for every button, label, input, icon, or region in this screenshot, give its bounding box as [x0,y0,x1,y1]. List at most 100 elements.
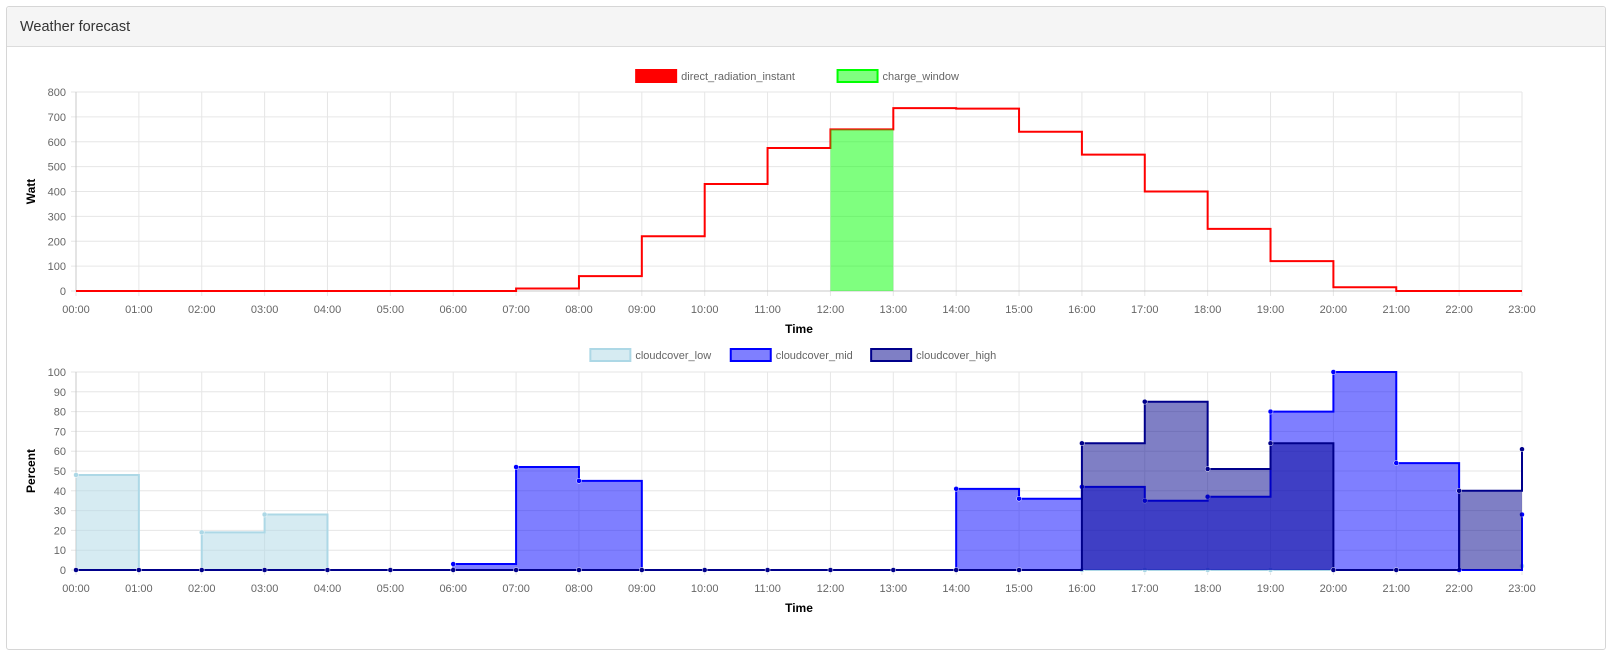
series-area [76,401,1522,570]
series-line [76,107,1522,292]
series-area [76,108,1522,291]
x-tick-label: 23:00 [1508,304,1536,316]
data-point [1393,567,1400,573]
data-point [450,567,456,573]
x-tick-label: 10:00 [691,304,719,316]
data-point [701,567,708,573]
x-tick-label: 03:00 [251,583,279,595]
x-tick-label: 21:00 [1382,583,1410,595]
data-point [1079,440,1085,447]
data-point [513,567,519,573]
series-cloudcover_high [73,398,1525,573]
x-tick-label: 18:00 [1194,304,1222,316]
legend-swatch [870,348,913,362]
x-tick-label: 22:00 [1445,583,1473,595]
y-tick-label: 90 [54,387,66,399]
data-point [324,567,331,573]
y-tick-label: 70 [54,426,66,438]
x-tick-label: 06:00 [439,304,467,316]
x-tick-label: 20:00 [1320,583,1348,595]
series-area [76,129,1522,291]
data-point [1267,440,1274,447]
x-tick-label: 09:00 [628,583,656,595]
data-point [198,567,205,573]
x-tick-label: 13:00 [880,304,908,316]
data-point [764,567,771,573]
legend-swatch [635,69,678,83]
x-tick-label: 04:00 [314,304,342,316]
data-point [261,511,268,518]
x-tick-label: 15:00 [1005,304,1033,316]
y-tick-label: 600 [48,137,66,149]
data-point [450,561,456,567]
data-point [1267,408,1274,415]
y-tick-label: 80 [54,407,66,419]
series-area [76,474,1522,570]
y-tick-label: 100 [48,261,66,273]
x-axis-title: Time [785,322,813,336]
x-tick-label: 18:00 [1194,583,1222,595]
y-tick-label: 0 [60,565,66,577]
x-tick-label: 03:00 [251,304,279,316]
legend: cloudcover_low cloudcover_mid cloudcover_h… [589,348,996,362]
data-point [576,567,582,573]
legend-label: direct_radiation_instant [681,71,795,83]
data-point [1016,567,1022,573]
x-tick-label: 11:00 [754,583,781,595]
data-point [827,567,834,573]
x-tick-label: 07:00 [502,304,530,316]
panel-heading: Weather forecast [7,7,1605,47]
legend-item-cloudcover_high: cloudcover_high [870,348,996,362]
data-point [576,478,582,484]
x-tick-label: 17:00 [1131,583,1159,595]
x-tick-label: 17:00 [1131,304,1159,316]
y-tick-label: 60 [54,446,66,458]
y-tick-label: 30 [54,506,66,518]
legend-item-cloudcover_mid: cloudcover_mid [729,348,853,362]
grid-lines [71,91,1523,296]
cloudcover-chart: 0 10 20 30 40 50 60 70 80 90 100 00:00 01:00 02:00 03:… [24,348,1536,615]
y-tick-label: 0 [60,286,66,298]
data-point [1330,567,1337,573]
data-point [136,567,142,573]
legend-swatch [729,348,772,362]
legend-item-direct_radiation_instant: direct_radiation_instant [635,69,795,83]
x-tick-label: 07:00 [502,583,530,595]
x-tick-label: 12:00 [817,583,845,595]
y-tick-label: 500 [48,162,66,174]
y-tick-label: 100 [48,367,66,379]
data-point [1393,460,1400,466]
data-point [1204,466,1211,472]
legend-label: cloudcover_mid [776,350,853,362]
data-point [1016,495,1022,502]
legend-label: charge_window [883,71,959,83]
y-tick-label: 20 [54,525,66,537]
data-point [198,529,205,536]
legend: direct_radiation_instant charge_window [635,69,959,83]
y-tick-label: 10 [54,545,66,557]
x-tick-label: 12:00 [817,304,845,316]
x-tick-label: 04:00 [314,583,342,595]
x-axis-title: Time [785,601,813,615]
x-tick-label: 16:00 [1068,304,1096,316]
data-point [73,567,79,573]
x-tick-label: 13:00 [880,583,908,595]
y-tick-label: 50 [54,466,66,478]
y-axis-title: Watt [24,179,38,205]
legend-label: cloudcover_low [635,350,711,362]
legend-swatch [589,348,632,362]
x-tick-label: 10:00 [691,583,719,595]
series-line [76,129,1522,291]
x-tick-label: 06:00 [439,583,467,595]
y-tick-label: 800 [48,87,66,99]
x-tick-label: 19:00 [1257,583,1285,595]
data-point [261,567,268,573]
y-tick-label: 400 [48,187,66,199]
legend-swatch [836,69,879,83]
data-point [953,567,959,573]
x-tick-label: 23:00 [1508,583,1536,595]
legend-label: cloudcover_high [916,350,996,362]
y-tick-label: 200 [48,236,66,248]
y-tick-label: 700 [48,112,66,124]
x-tick-label: 21:00 [1382,304,1410,316]
